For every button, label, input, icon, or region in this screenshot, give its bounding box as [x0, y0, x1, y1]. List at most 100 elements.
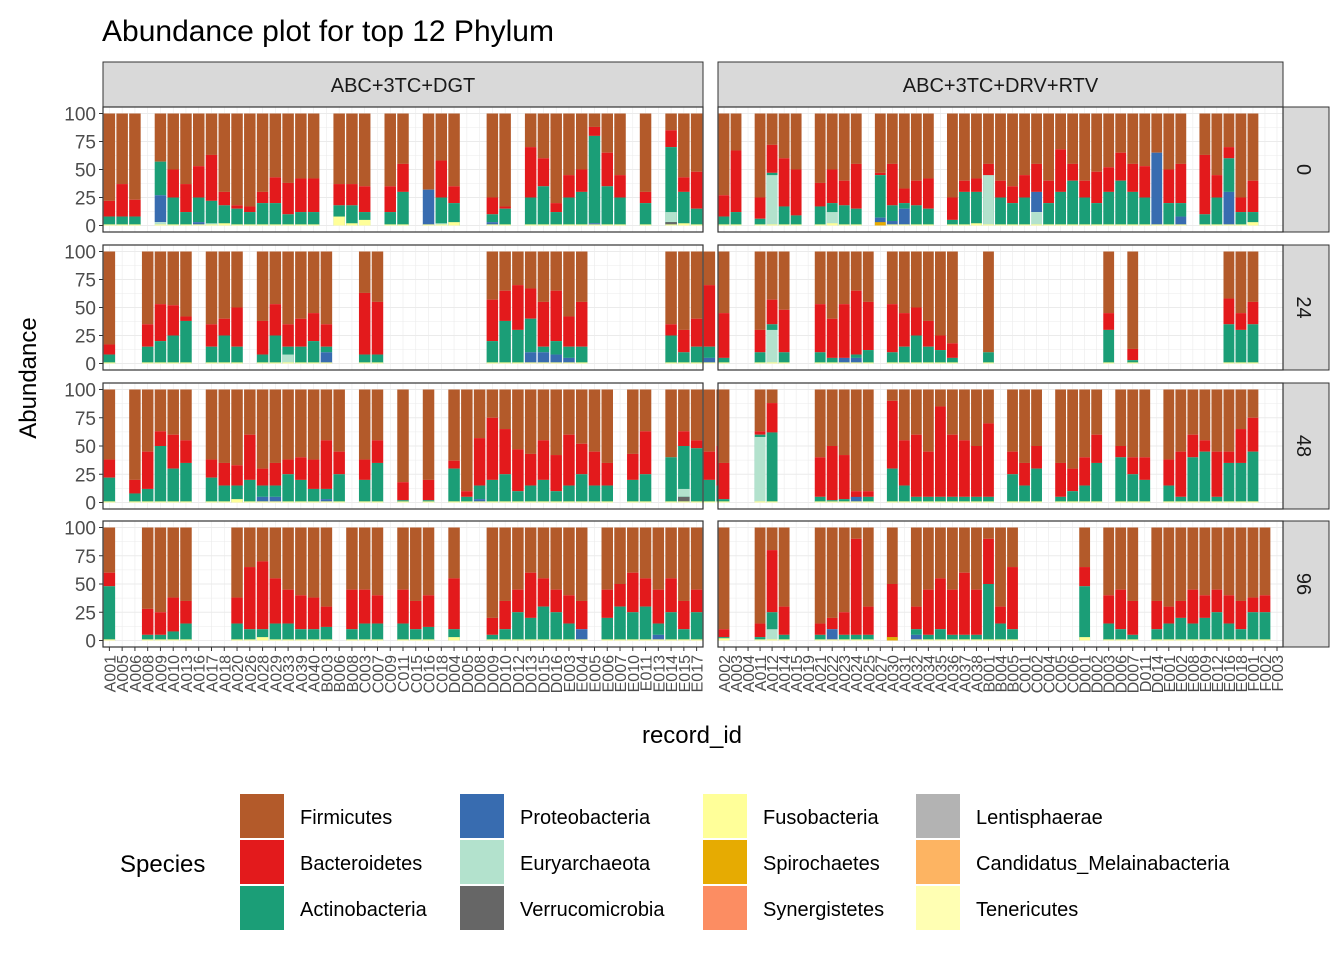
bar-segment [563, 623, 575, 641]
bar-segment [154, 224, 167, 226]
x-tick-label: A027 [873, 655, 890, 692]
bar-segment [947, 501, 958, 503]
bar-segment [205, 251, 218, 325]
bar-segment [862, 496, 874, 503]
legend-key [916, 794, 960, 838]
bar-segment [154, 431, 167, 446]
bar-segment [1175, 451, 1187, 497]
bar-segment [1079, 567, 1091, 587]
bar-segment [193, 113, 205, 167]
x-tick-label: A013 [179, 655, 196, 692]
bar-segment [256, 629, 269, 641]
bar-segment [730, 150, 742, 213]
bar-segment [1067, 113, 1079, 164]
bar-segment [1187, 623, 1199, 641]
bar-segment [575, 474, 588, 503]
bar-segment [1139, 224, 1151, 226]
bar-segment [256, 527, 269, 562]
bar-segment [627, 479, 639, 503]
bar-segment [1211, 451, 1223, 497]
bar-segment [814, 501, 826, 503]
bar-segment [307, 389, 320, 460]
bar-segment [499, 208, 511, 226]
bar-segment [1235, 329, 1247, 364]
bar-segment [971, 389, 982, 446]
facet-strip-row-label: 24 [1292, 296, 1314, 318]
x-tick-label: E016 [1222, 655, 1239, 692]
bar-segment [563, 362, 575, 364]
bar-segment [537, 639, 550, 641]
bar-segment [898, 389, 910, 441]
bar-segment [1019, 197, 1030, 226]
bar-segment [838, 304, 850, 358]
bar-segment [141, 451, 154, 489]
bar-segment [422, 626, 435, 641]
bar-segment [422, 479, 435, 501]
bar-segment [1211, 175, 1223, 198]
bar-segment [1067, 389, 1079, 469]
legend-label: Verrucomicrobia [520, 899, 665, 921]
bar-segment [524, 485, 537, 503]
bar-segment [983, 527, 994, 539]
bar-segment [910, 527, 922, 607]
legend-label: Actinobacteria [300, 899, 428, 921]
bar-segment [295, 457, 307, 480]
bar-segment [910, 389, 922, 435]
bar-segment [754, 389, 766, 432]
bar-segment [910, 496, 922, 503]
bar-segment [575, 224, 588, 226]
y-tick-label: 100 [64, 519, 96, 540]
bar-segment [826, 113, 838, 170]
bar-segment [959, 224, 970, 226]
bar-segment [947, 527, 958, 590]
bar-segment [193, 222, 205, 226]
bar-segment [103, 639, 116, 641]
bar-segment [537, 301, 550, 347]
x-tick-label: E007 [613, 655, 630, 692]
bar-segment [244, 501, 256, 503]
bar-segment [588, 224, 601, 226]
x-tick-label: A036 [945, 655, 962, 692]
bar-segment [550, 341, 562, 355]
bar-segment [205, 346, 218, 364]
bar-segment [397, 191, 409, 226]
y-tick-label: 75 [75, 547, 96, 568]
bar-segment [295, 389, 307, 458]
bar-segment [1067, 491, 1079, 503]
bar-segment [959, 191, 970, 226]
bar-segment [959, 440, 970, 497]
bar-segment [295, 527, 307, 596]
bar-segment [384, 113, 396, 187]
bar-segment [295, 318, 307, 347]
bar-segment [1007, 389, 1018, 452]
bar-segment [358, 501, 371, 503]
bar-segment [690, 589, 703, 613]
bar-segment [167, 527, 179, 598]
bar-segment [874, 172, 886, 176]
bar-segment [947, 496, 958, 503]
bar-segment [333, 389, 345, 452]
bar-segment [1103, 191, 1115, 226]
bar-segment [922, 589, 934, 635]
bar-segment [754, 329, 766, 353]
bar-segment [1223, 362, 1235, 364]
bar-segment [1115, 224, 1127, 226]
bar-segment [499, 320, 511, 364]
bar-segment [1199, 617, 1211, 641]
bar-segment [295, 362, 307, 364]
bar-segment [934, 406, 946, 497]
bar-segment [1187, 589, 1199, 624]
bar-segment [307, 639, 320, 641]
bar-segment [103, 354, 116, 364]
bar-segment [639, 606, 652, 641]
bar-segment [103, 200, 116, 217]
bar-segment [269, 304, 282, 336]
bar-segment [371, 595, 384, 624]
bar-segment [922, 496, 934, 503]
bar-segment [282, 527, 294, 590]
bar-segment [814, 527, 826, 624]
legend: Species Firmicutes Bacteroidetes Actinobac… [120, 794, 1230, 930]
bar-segment [167, 305, 179, 336]
bar-segment [473, 485, 486, 500]
bar-segment [934, 389, 946, 407]
